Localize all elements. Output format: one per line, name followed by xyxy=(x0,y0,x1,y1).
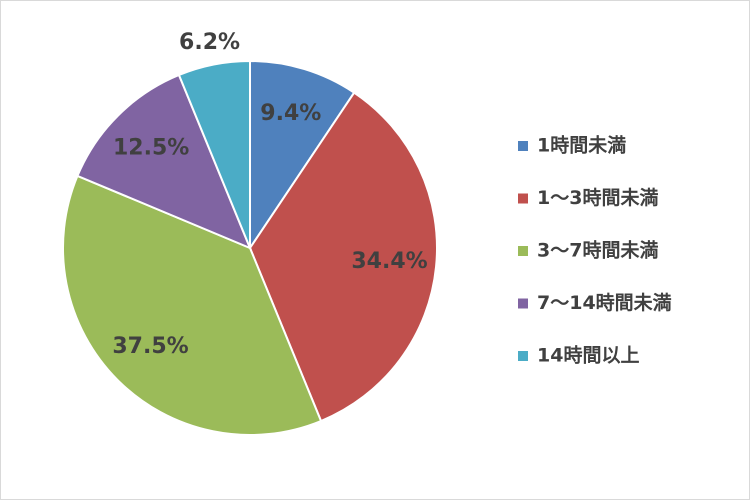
legend-label: 1～3時間未満 xyxy=(537,186,658,209)
pie-slice xyxy=(177,59,251,249)
data-label: 6.2% xyxy=(179,30,240,55)
pie-slice xyxy=(248,91,438,423)
pie-slice xyxy=(249,59,356,252)
legend-label: 1時間未満 xyxy=(537,134,626,157)
pie-slice xyxy=(76,73,252,250)
legend-swatch xyxy=(518,193,528,204)
legend-swatch xyxy=(518,351,528,361)
pie-slice xyxy=(62,174,323,436)
legend-swatch xyxy=(518,246,528,256)
legend-label: 14時間以上 xyxy=(537,345,639,367)
legend-label: 7～14時間未満 xyxy=(537,291,672,314)
legend-swatch xyxy=(518,298,528,309)
legend-label: 3～7時間未満 xyxy=(537,239,658,262)
data-label: 9.4% xyxy=(260,101,321,126)
data-label: 12.5% xyxy=(113,136,189,161)
data-label: 37.5% xyxy=(112,334,188,359)
data-label: 34.4% xyxy=(351,249,427,274)
legend-swatch xyxy=(518,141,528,151)
